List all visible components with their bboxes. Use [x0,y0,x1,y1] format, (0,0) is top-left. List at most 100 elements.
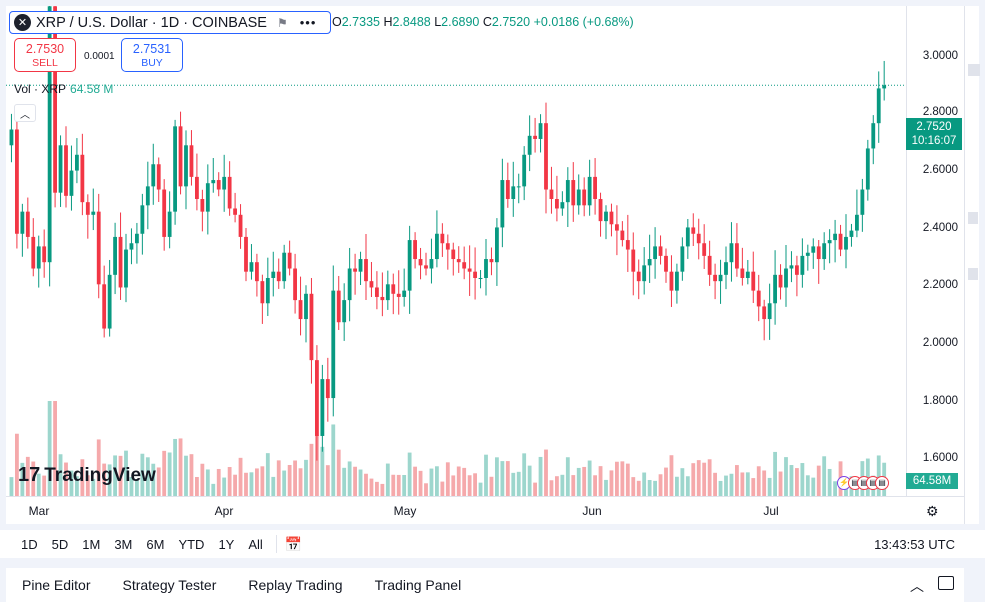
candle-body[interactable] [505,180,510,200]
candle-body[interactable] [227,176,232,209]
candle-body[interactable] [331,290,336,399]
candle-body[interactable] [178,126,183,187]
candle-body[interactable] [527,135,532,155]
candle-body[interactable] [385,284,390,301]
candle-body[interactable] [473,271,477,278]
candle-body[interactable] [685,227,690,247]
candle-body[interactable] [784,268,788,288]
candle-body[interactable] [369,281,374,288]
candle-body[interactable] [25,211,30,237]
symbol-search[interactable]: ✕ XRP / U.S. Dollar · 1D · COINBASE ⚑ ••… [9,11,331,34]
candle-body[interactable] [118,236,123,288]
plot-area[interactable] [6,6,906,496]
candle-body[interactable] [653,246,657,260]
candle-body[interactable] [36,246,41,269]
candle-body[interactable] [233,208,237,215]
candle-body[interactable] [47,6,52,263]
candle-body[interactable] [844,236,848,250]
candle-body[interactable] [696,233,701,244]
candle-body[interactable] [582,189,587,206]
candle-body[interactable] [320,379,325,436]
candle-body[interactable] [107,274,112,329]
candle-body[interactable] [882,85,887,89]
candle-body[interactable] [156,164,161,190]
tradingview-logo[interactable]: 17 TradingView [18,464,156,487]
candle-body[interactable] [855,214,859,231]
candle-body[interactable] [298,300,303,320]
chart-area[interactable]: 3.0000 2.8000 2.6000 2.4000 2.2000 2.0000 1.80… [6,6,964,524]
candle-body[interactable] [745,271,750,278]
candle-body[interactable] [358,259,363,272]
candle-body[interactable] [342,300,347,323]
range-button-6m[interactable]: 6M [146,536,165,552]
price-chart[interactable] [6,6,906,496]
candle-body[interactable] [789,265,794,269]
candle-body[interactable] [391,284,396,294]
candle-body[interactable] [827,240,832,244]
range-button-all[interactable]: All [248,536,263,552]
candle-body[interactable] [549,189,554,200]
candle-body[interactable] [516,186,521,188]
candle-body[interactable] [642,265,647,282]
flag-icon[interactable]: ⚑ [276,15,288,30]
time-axis[interactable]: Mar Apr May Jun Jul [6,496,964,524]
candle-body[interactable] [805,252,810,256]
candle-body[interactable] [96,211,101,285]
candle-body[interactable] [15,129,19,234]
utc-clock[interactable]: 13:43:53 UTC [874,536,955,552]
candle-body[interactable] [429,259,434,269]
candle-body[interactable] [85,202,90,215]
candle-body[interactable] [265,277,270,304]
right-scroll-strip[interactable] [964,6,980,524]
range-button-1d[interactable]: 1D [21,536,38,552]
candle-body[interactable] [538,123,543,139]
candle-body[interactable] [751,271,756,291]
candle-body[interactable] [80,154,85,203]
candle-body[interactable] [205,183,210,212]
candle-body[interactable] [718,274,723,282]
candle-body[interactable] [636,271,641,282]
candle-body[interactable] [560,202,565,209]
calendar-icon[interactable]: 📅 [284,535,303,552]
candle-body[interactable] [195,176,199,200]
candle-body[interactable] [604,211,608,222]
candle-body[interactable] [424,265,428,269]
candle-body[interactable] [702,243,707,256]
scroll-marker[interactable] [968,212,978,224]
candle-body[interactable] [576,189,581,206]
candle-body[interactable] [615,224,619,231]
price-axis[interactable]: 3.0000 2.8000 2.6000 2.4000 2.2000 2.0000 1.80… [906,6,964,496]
candle-body[interactable] [435,233,439,260]
chevron-up-icon[interactable]: ︿ [910,578,924,594]
candle-body[interactable] [735,243,739,269]
candle-body[interactable] [724,262,728,275]
candle-body[interactable] [287,252,292,269]
candle-body[interactable] [58,145,63,193]
candle-body[interactable] [336,290,341,323]
panel-tab-replay-trading[interactable]: Replay Trading [248,577,343,593]
lightning-icon[interactable]: ⚡ [837,476,851,490]
candle-body[interactable] [675,271,679,291]
candle-body[interactable] [849,230,854,237]
candle-body[interactable] [565,180,570,203]
candle-body[interactable] [587,176,592,206]
candle-body[interactable] [216,180,221,190]
candle-body[interactable] [571,180,576,206]
candle-body[interactable] [456,259,461,263]
candle-body[interactable] [445,243,450,250]
candle-body[interactable] [380,296,385,301]
candle-body[interactable] [762,306,767,320]
candle-body[interactable] [402,290,407,297]
candle-body[interactable] [135,233,139,244]
scroll-marker[interactable] [968,64,980,76]
candle-body[interactable] [211,180,216,184]
candle-body[interactable] [620,230,625,241]
candle-body[interactable] [865,148,870,190]
candle-body[interactable] [244,236,248,272]
candle-body[interactable] [440,233,445,244]
candle-body[interactable] [609,211,614,225]
candle-body[interactable] [631,249,636,272]
candle-body[interactable] [304,293,308,320]
candle-body[interactable] [102,284,107,329]
candle-body[interactable] [871,123,876,149]
